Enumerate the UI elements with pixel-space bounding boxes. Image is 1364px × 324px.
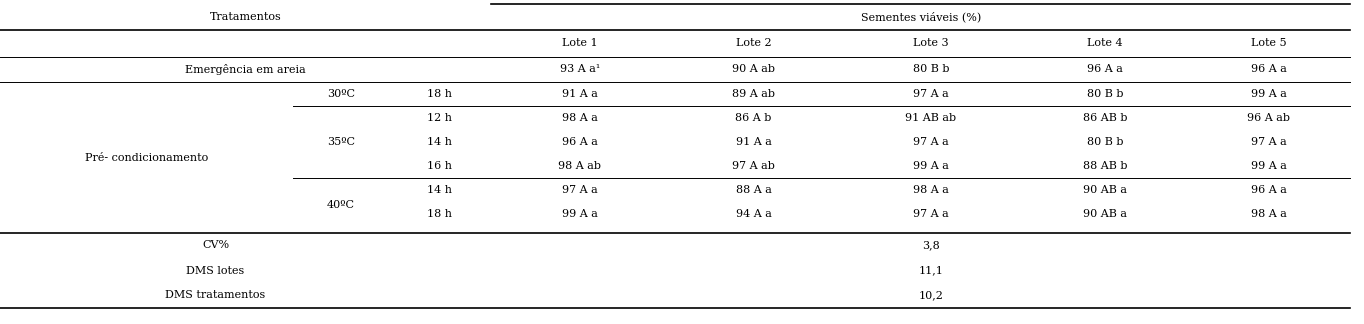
Text: 80 B b: 80 B b [1087, 137, 1123, 147]
Text: 88 A a: 88 A a [735, 185, 772, 195]
Text: CV%: CV% [202, 240, 229, 250]
Text: 96 A a: 96 A a [562, 137, 597, 147]
Text: 97 A a: 97 A a [1251, 137, 1286, 147]
Text: 18 h: 18 h [427, 89, 453, 99]
Text: 93 A a¹: 93 A a¹ [559, 64, 600, 75]
Text: 99 A a: 99 A a [1251, 161, 1286, 171]
Text: 97 A a: 97 A a [913, 89, 949, 99]
Text: 94 A a: 94 A a [735, 209, 772, 219]
Text: 91 A a: 91 A a [735, 137, 772, 147]
Text: 97 A a: 97 A a [913, 137, 949, 147]
Text: 86 A b: 86 A b [735, 113, 772, 123]
Text: DMS lotes: DMS lotes [187, 265, 244, 275]
Text: 96 A a: 96 A a [1251, 64, 1286, 75]
Text: 90 A ab: 90 A ab [732, 64, 775, 75]
Text: 97 A a: 97 A a [913, 209, 949, 219]
Text: 98 A a: 98 A a [562, 113, 597, 123]
Text: 90 AB a: 90 AB a [1083, 209, 1127, 219]
Text: 97 A a: 97 A a [562, 185, 597, 195]
Text: DMS tratamentos: DMS tratamentos [165, 291, 266, 300]
Text: 14 h: 14 h [427, 137, 453, 147]
Text: 98 A a: 98 A a [1251, 209, 1286, 219]
Text: 99 A a: 99 A a [562, 209, 597, 219]
Text: 10,2: 10,2 [918, 291, 944, 300]
Text: Tratamentos: Tratamentos [210, 12, 281, 22]
Text: 90 AB a: 90 AB a [1083, 185, 1127, 195]
Text: 98 A ab: 98 A ab [558, 161, 602, 171]
Text: 30ºC: 30ºC [327, 89, 355, 99]
Text: 86 AB b: 86 AB b [1083, 113, 1127, 123]
Text: Lote 3: Lote 3 [913, 39, 949, 49]
Text: 88 AB b: 88 AB b [1083, 161, 1127, 171]
Text: 97 A ab: 97 A ab [732, 161, 775, 171]
Text: Lote 1: Lote 1 [562, 39, 597, 49]
Text: 12 h: 12 h [427, 113, 453, 123]
Text: 16 h: 16 h [427, 161, 453, 171]
Text: Sementes viáveis (%): Sementes viáveis (%) [861, 12, 981, 22]
Text: 14 h: 14 h [427, 185, 453, 195]
Text: 11,1: 11,1 [918, 265, 944, 275]
Text: Lote 4: Lote 4 [1087, 39, 1123, 49]
Text: 35ºC: 35ºC [327, 137, 355, 147]
Text: 91 AB ab: 91 AB ab [906, 113, 956, 123]
Text: 89 A ab: 89 A ab [732, 89, 775, 99]
Text: 80 B b: 80 B b [913, 64, 949, 75]
Text: Lote 2: Lote 2 [735, 39, 772, 49]
Text: 99 A a: 99 A a [913, 161, 949, 171]
Text: 40ºC: 40ºC [327, 201, 355, 211]
Text: 99 A a: 99 A a [1251, 89, 1286, 99]
Text: Emergência em areia: Emergência em areia [186, 64, 306, 75]
Text: 96 A a: 96 A a [1251, 185, 1286, 195]
Text: 3,8: 3,8 [922, 240, 940, 250]
Text: 98 A a: 98 A a [913, 185, 949, 195]
Text: 18 h: 18 h [427, 209, 453, 219]
Text: Pré- condicionamento: Pré- condicionamento [85, 153, 209, 163]
Text: 96 A a: 96 A a [1087, 64, 1123, 75]
Text: 96 A ab: 96 A ab [1247, 113, 1290, 123]
Text: 80 B b: 80 B b [1087, 89, 1123, 99]
Text: 91 A a: 91 A a [562, 89, 597, 99]
Text: Lote 5: Lote 5 [1251, 39, 1286, 49]
